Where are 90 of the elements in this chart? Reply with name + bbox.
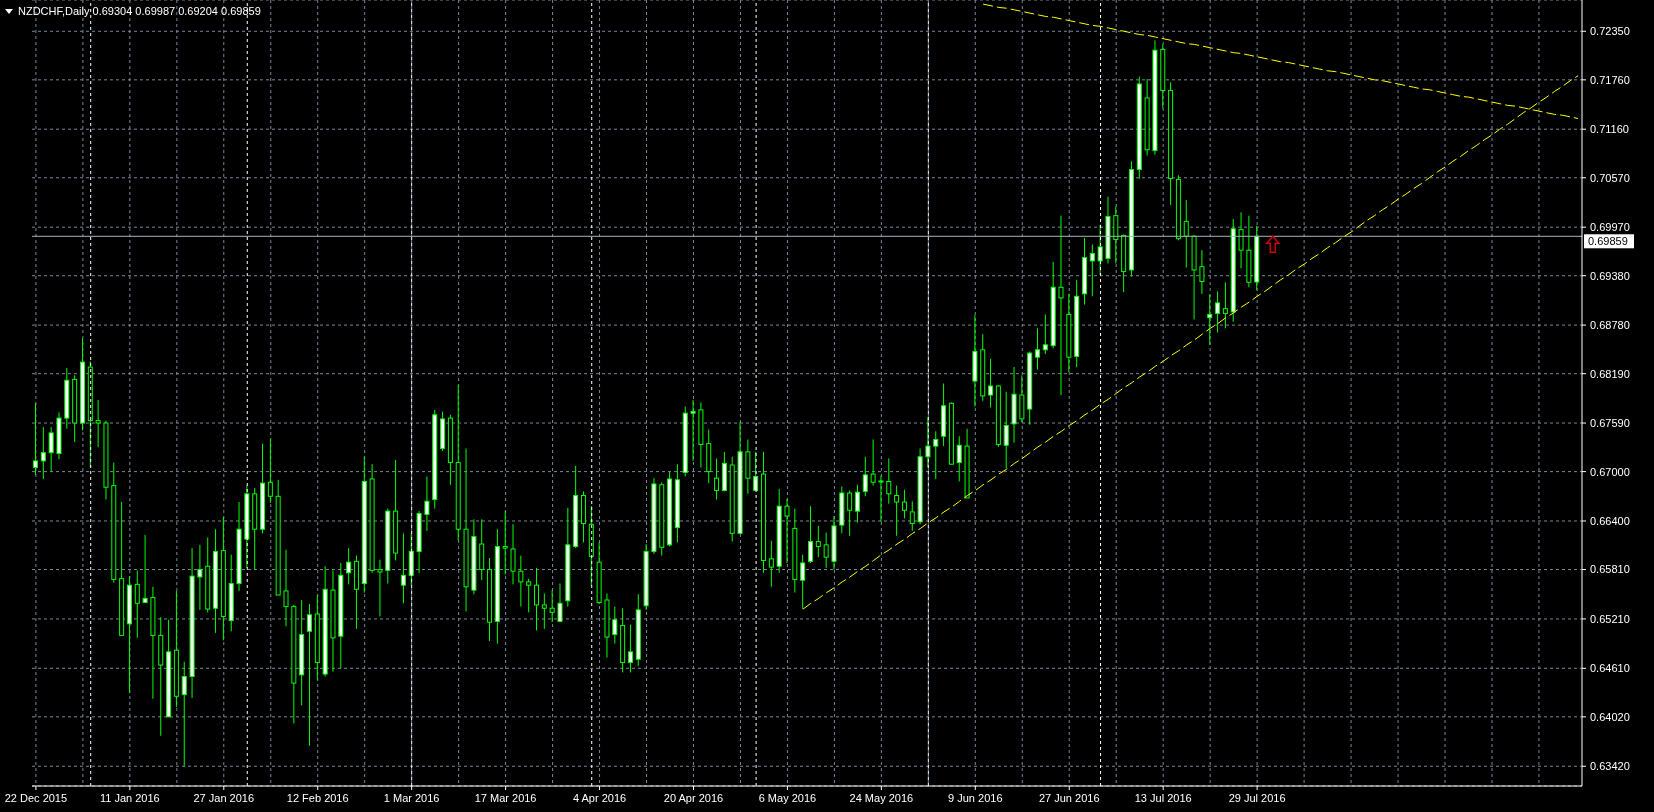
- candlestick: [627, 624, 633, 673]
- x-tick-label: 13 Jul 2016: [1134, 792, 1192, 804]
- candlestick: [1035, 327, 1041, 371]
- candlestick: [612, 606, 618, 645]
- candlestick: [847, 490, 853, 537]
- candlestick: [197, 544, 203, 611]
- candlestick: [690, 399, 696, 462]
- candlestick: [346, 547, 352, 585]
- candlestick: [901, 489, 907, 520]
- ref-line-label: 0.69859: [1588, 235, 1628, 248]
- candlestick: [134, 569, 140, 639]
- candlestick: [142, 534, 148, 603]
- candlestick: [870, 439, 876, 487]
- candlestick: [1113, 206, 1119, 264]
- x-tick-label: 22 Dec 2015: [4, 792, 68, 804]
- candlestick: [894, 485, 900, 537]
- candlestick: [526, 578, 532, 613]
- candlestick: [518, 555, 524, 608]
- y-tick-label: 0.69970: [1590, 221, 1630, 234]
- y-tick-label: 0.71160: [1590, 123, 1629, 136]
- candlestick: [541, 592, 547, 630]
- candlestick: [424, 476, 430, 532]
- x-tick-label: 4 Apr 2016: [572, 792, 627, 804]
- candlestick: [768, 540, 774, 588]
- candlestick: [862, 456, 868, 497]
- candlestick: [1222, 281, 1228, 329]
- candlestick: [988, 358, 994, 408]
- candlestick: [48, 426, 54, 473]
- candlestick: [784, 498, 790, 564]
- y-tick-label: 0.67590: [1590, 416, 1630, 429]
- y-tick-label: 0.67000: [1590, 465, 1630, 478]
- candlestick: [510, 523, 516, 585]
- candlestick: [808, 505, 813, 564]
- candlestick: [181, 661, 187, 767]
- chart-title: NZDCHF,Daily 0.69304 0.69987 0.69204 0.69859: [18, 5, 261, 18]
- x-tick-label: 11 Jan 2016: [99, 792, 160, 804]
- x-tick-label: 27 Jun 2016: [1038, 792, 1100, 804]
- candlestick: [400, 532, 406, 604]
- x-tick-label: 12 Feb 2016: [286, 792, 349, 804]
- y-tick-label: 0.65810: [1590, 563, 1630, 576]
- y-tick-label: 0.72350: [1590, 25, 1630, 38]
- candlestick: [854, 484, 860, 524]
- y-tick-label: 0.68190: [1590, 367, 1630, 380]
- y-tick-label: 0.71760: [1590, 73, 1630, 86]
- candlestick: [714, 457, 720, 501]
- candlestick: [909, 500, 915, 532]
- candlestick: [886, 457, 892, 505]
- x-tick-label: 1 Mar 2016: [383, 792, 440, 804]
- candlestick: [956, 435, 962, 482]
- y-tick-label: 0.63420: [1590, 760, 1630, 773]
- x-tick-label: 6 May 2016: [758, 792, 817, 804]
- candlestick: [1238, 211, 1244, 269]
- candlestick: [283, 549, 289, 627]
- candlestick: [933, 430, 939, 480]
- candlestick: [1019, 374, 1025, 423]
- candlestick: [40, 426, 46, 480]
- candlestick: [534, 567, 540, 631]
- candlestick: [815, 525, 821, 558]
- x-tick-label: 27 Jan 2016: [193, 792, 255, 804]
- y-tick-label: 0.64020: [1590, 710, 1630, 723]
- x-tick-label: 29 Jul 2016: [1228, 792, 1286, 804]
- y-tick-label: 0.70570: [1590, 171, 1630, 184]
- x-tick-label: 17 Mar 2016: [474, 792, 537, 804]
- candlestick: [1215, 290, 1221, 334]
- y-tick-label: 0.68780: [1590, 319, 1630, 331]
- y-tick-label: 0.65210: [1590, 612, 1630, 625]
- candlestick: [1058, 215, 1064, 396]
- candlestick: [1042, 313, 1048, 355]
- candlestick: [306, 603, 312, 747]
- x-tick-label: 9 Jun 2016: [948, 792, 1003, 804]
- candlestick: [549, 589, 555, 623]
- y-tick-label: 0.69380: [1590, 269, 1630, 282]
- y-tick-label: 0.66400: [1590, 514, 1630, 527]
- candlestick: [800, 554, 806, 610]
- candlestick: [1183, 199, 1189, 268]
- candlestick: [557, 583, 563, 623]
- candlestick: [33, 402, 38, 476]
- candlestick: [377, 559, 383, 617]
- candlestick: [502, 510, 508, 575]
- candlestick: [878, 475, 884, 523]
- candlestick: [1207, 294, 1213, 346]
- candlestick: [95, 399, 101, 448]
- candlestick: [1089, 243, 1095, 297]
- candlestick: [823, 532, 829, 569]
- x-tick-label: 24 May 2016: [849, 792, 914, 804]
- x-tick-label: 20 Apr 2016: [663, 792, 724, 804]
- y-tick-label: 0.64610: [1590, 662, 1630, 675]
- candlestick: [1003, 391, 1009, 469]
- candlestick: [267, 439, 273, 504]
- candlestick: [1199, 249, 1205, 295]
